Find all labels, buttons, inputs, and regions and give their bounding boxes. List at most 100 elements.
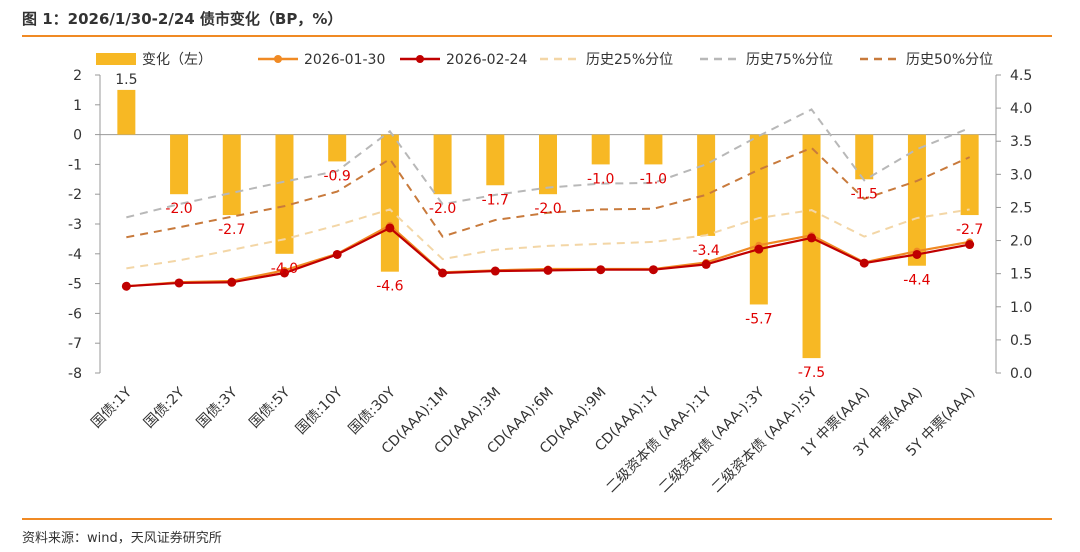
bar-data-label: -7.5 — [798, 365, 825, 381]
series-marker — [279, 268, 289, 278]
legend-label: 2026-02-24 — [446, 52, 527, 68]
figure-title: 图 1：2026/1/30-2/24 债市变化（BP，%） — [22, 10, 343, 28]
left-tick-label: 0 — [73, 128, 82, 144]
bar-data-label: -1.7 — [482, 192, 509, 208]
bar — [960, 134, 979, 216]
series-marker — [543, 265, 553, 275]
bar-data-label: -5.7 — [745, 311, 772, 327]
bar — [802, 134, 821, 359]
series-marker — [490, 266, 500, 276]
bar — [644, 134, 663, 165]
left-tick-label: 1 — [73, 98, 82, 114]
legend-label: 变化（左） — [142, 52, 212, 68]
x-category-label: 国债:30Y — [346, 384, 399, 437]
series-marker — [859, 258, 869, 268]
series-marker — [648, 265, 658, 275]
series-line — [126, 146, 971, 239]
bar — [907, 134, 926, 266]
series-marker — [227, 277, 237, 287]
left-tick-label: -4 — [68, 247, 82, 263]
title-rule — [22, 35, 1052, 37]
bar-data-label: -3.4 — [692, 243, 719, 259]
bar-data-label: -4.4 — [903, 273, 930, 289]
right-tick-label: 4.0 — [1010, 101, 1032, 117]
bar — [275, 134, 294, 254]
bar-data-label: -2.7 — [218, 222, 245, 238]
series-line — [126, 108, 971, 219]
left-tick-label: -8 — [68, 366, 82, 382]
left-tick-label: -1 — [68, 157, 82, 173]
right-tick-label: 3.0 — [1010, 167, 1032, 183]
left-tick-label: -6 — [68, 306, 82, 322]
series-marker — [701, 259, 711, 269]
legend-label: 历史50%分位 — [906, 52, 993, 68]
x-category-label: 国债:3Y — [194, 384, 241, 431]
legend-marker — [274, 55, 282, 63]
bar — [433, 134, 452, 195]
x-category-label: 国债:5Y — [246, 384, 293, 431]
bar — [697, 134, 716, 236]
bar-data-label: -2.0 — [165, 201, 192, 217]
right-tick-label: 2.5 — [1010, 200, 1032, 216]
bar — [170, 134, 189, 195]
series-marker — [596, 265, 606, 275]
left-tick-label: -7 — [68, 336, 82, 352]
legend-swatch — [96, 53, 136, 65]
series-marker — [174, 278, 184, 288]
source-note: 资料来源：wind，天风证券研究所 — [22, 531, 222, 546]
bar — [539, 134, 557, 195]
source-rule — [22, 518, 1052, 520]
legend-label: 历史25%分位 — [586, 52, 673, 68]
right-tick-label: 2.0 — [1010, 234, 1032, 250]
left-tick-label: 2 — [73, 68, 82, 84]
bar-data-label: -0.9 — [324, 168, 351, 184]
right-tick-label: 4.5 — [1010, 68, 1032, 84]
bar-data-label: -4.0 — [271, 261, 298, 277]
right-tick-label: 3.5 — [1010, 134, 1032, 150]
bar — [855, 134, 874, 180]
left-tick-label: -2 — [68, 187, 82, 203]
bar — [328, 134, 347, 162]
series-line — [126, 223, 970, 288]
series-marker — [912, 249, 922, 259]
x-category-label: 二级资本债 (AAA-):5Y — [709, 384, 821, 496]
bar — [749, 134, 768, 305]
bar-data-label: 1.5 — [115, 72, 137, 88]
bar — [591, 134, 610, 165]
series-marker — [807, 233, 817, 243]
x-category-label: 二级资本债 (AAA-):3Y — [656, 384, 768, 496]
x-category-label: 二级资本债 (AAA-):1Y — [603, 384, 715, 496]
bar-data-label: -4.6 — [376, 279, 403, 295]
series-marker — [385, 223, 395, 233]
right-tick-label: 1.0 — [1010, 300, 1032, 316]
series-marker — [121, 281, 131, 291]
bar-data-label: -1.0 — [587, 171, 614, 187]
x-category-label: 国债:10Y — [293, 384, 346, 437]
bar-data-label: -1.5 — [851, 186, 878, 202]
series-line — [126, 208, 970, 270]
left-tick-label: -5 — [68, 277, 82, 293]
bar — [486, 134, 505, 186]
x-category-label: 国债:2Y — [141, 384, 188, 431]
left-tick-label: -3 — [68, 217, 82, 233]
bar — [117, 89, 136, 135]
bar-data-label: -2.7 — [956, 222, 983, 238]
bar-data-label: -1.0 — [640, 171, 667, 187]
bar — [222, 134, 241, 216]
x-category-label: 国债:1Y — [88, 384, 135, 431]
bar-data-label: -2.0 — [534, 201, 561, 217]
bar — [380, 134, 399, 272]
legend-marker — [416, 55, 424, 63]
right-tick-label: 1.5 — [1010, 267, 1032, 283]
bar-data-label: -2.0 — [429, 201, 456, 217]
right-tick-label: 0.0 — [1010, 366, 1032, 382]
series-marker — [332, 249, 342, 259]
series-marker — [438, 268, 448, 278]
legend-label: 历史75%分位 — [746, 52, 833, 68]
series-marker — [965, 240, 975, 250]
right-tick-label: 0.5 — [1010, 333, 1032, 349]
legend-label: 2026-01-30 — [304, 52, 385, 68]
series-line — [126, 226, 970, 288]
series-marker — [754, 244, 764, 254]
